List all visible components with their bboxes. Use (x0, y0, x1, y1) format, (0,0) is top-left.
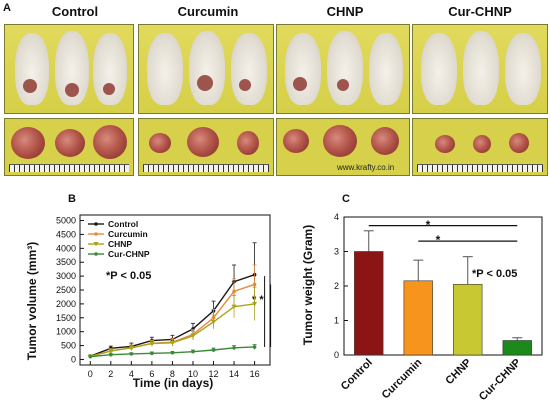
data-point (109, 352, 113, 357)
mice-photo-chnp (276, 24, 410, 114)
chart-b-significance: *P < 0.05 (106, 270, 151, 282)
legend-marker (94, 252, 98, 256)
panel-b-letter: B (68, 193, 76, 205)
tumor-weight-bar-chart: Tumor weight (Gram) *P < 0.05 * * 0 1 2 3 4 C… (301, 212, 543, 404)
legend-label: Curcumin (108, 229, 148, 239)
legend-label: Cur-CHNP (108, 249, 150, 259)
x-tick-label: 16 (250, 369, 260, 379)
data-point (128, 345, 134, 351)
data-point (88, 354, 93, 359)
data-point (190, 333, 196, 339)
legend-marker (94, 222, 98, 226)
data-point (169, 340, 175, 346)
legend-marker (94, 232, 98, 236)
chart-c-ylabel: Tumor weight (Gram) (301, 225, 315, 345)
legend-marker (93, 242, 99, 247)
y-tick-label: 4 (334, 212, 339, 222)
y-tick-label: 2500 (56, 285, 76, 295)
x-tick-label: 4 (129, 369, 134, 379)
y-tick-label: 3000 (56, 271, 76, 281)
data-point (170, 350, 175, 355)
group-label-chnp: CHNP (326, 4, 364, 19)
x-tick-label: Control (339, 357, 375, 393)
data-point (252, 345, 257, 349)
legend-label: CHNP (108, 239, 132, 249)
y-tick-label: 2 (334, 281, 339, 291)
chart-c-significance: *P < 0.05 (472, 268, 517, 280)
x-tick-label: CHNP (443, 357, 474, 388)
mice-photo-curcumin (138, 24, 274, 114)
bar-cur-chnp (502, 340, 532, 356)
y-tick-label: 1 (334, 316, 339, 326)
chart-c-star-top: * (426, 218, 431, 232)
tumor-photo-cur-chnp (412, 118, 548, 176)
y-tick-label: 3 (334, 247, 339, 257)
x-tick-label: 8 (170, 369, 175, 379)
data-point (129, 352, 134, 356)
y-tick-label: 0 (334, 350, 339, 360)
y-tick-label: 5000 (56, 216, 76, 226)
group-label-cur-chnp: Cur-CHNP (448, 4, 512, 19)
data-point (149, 341, 155, 347)
y-tick-label: 4500 (56, 229, 76, 239)
tumor-photo-control (4, 118, 134, 176)
y-tick-label: 1000 (56, 327, 76, 337)
x-tick-label: 2 (108, 369, 113, 379)
data-point (108, 349, 114, 354)
group-label-control: Control (51, 4, 99, 19)
y-tick-label: 1500 (56, 313, 76, 323)
y-tick-label: 3500 (56, 257, 76, 267)
data-point (232, 289, 236, 294)
x-tick-label: 12 (209, 369, 219, 379)
chart-c-star-bottom: * (436, 233, 441, 247)
bar-chnp (453, 283, 483, 356)
group-label-curcumin: Curcumin (177, 4, 239, 19)
y-tick-label: 4000 (56, 243, 76, 253)
data-point (252, 282, 257, 287)
tumor-volume-line-chart: Tumor volume (mm³) Time (in days) *P < 0… (25, 214, 272, 390)
x-tick-label: Curcumin (380, 356, 425, 401)
legend-label: Control (108, 219, 138, 229)
x-tick-label: 0 (88, 369, 93, 379)
panel-c-letter: C (342, 193, 350, 205)
panel-a-letter: A (3, 2, 11, 14)
mice-photo-control (4, 24, 134, 114)
y-tick-label: 500 (61, 341, 76, 351)
chart-b-xlabel: Time (in days) (133, 376, 213, 390)
data-point (150, 351, 154, 356)
bar-control (354, 251, 384, 356)
data-point (232, 345, 236, 350)
watermark-text: www.krafty.co.in (337, 163, 395, 172)
data-point (252, 301, 258, 307)
tumor-photo-chnp: www.krafty.co.in (276, 118, 410, 176)
bar-curcumin (403, 280, 433, 356)
x-tick-label: 14 (229, 369, 239, 379)
data-point (211, 319, 217, 325)
y-tick-label: 0 (71, 354, 76, 364)
data-point (211, 348, 216, 352)
y-tick-label: 2000 (56, 299, 76, 309)
mice-photo-cur-chnp (412, 24, 548, 114)
tumor-photo-curcumin (138, 118, 274, 176)
x-tick-label: 6 (149, 369, 154, 379)
chart-b-ylabel: Tumor volume (mm³) (25, 242, 39, 360)
x-tick-label: 10 (188, 369, 198, 379)
data-point (191, 349, 195, 354)
x-tick-label: Cur-CHNP (477, 357, 524, 404)
data-point (231, 304, 237, 310)
